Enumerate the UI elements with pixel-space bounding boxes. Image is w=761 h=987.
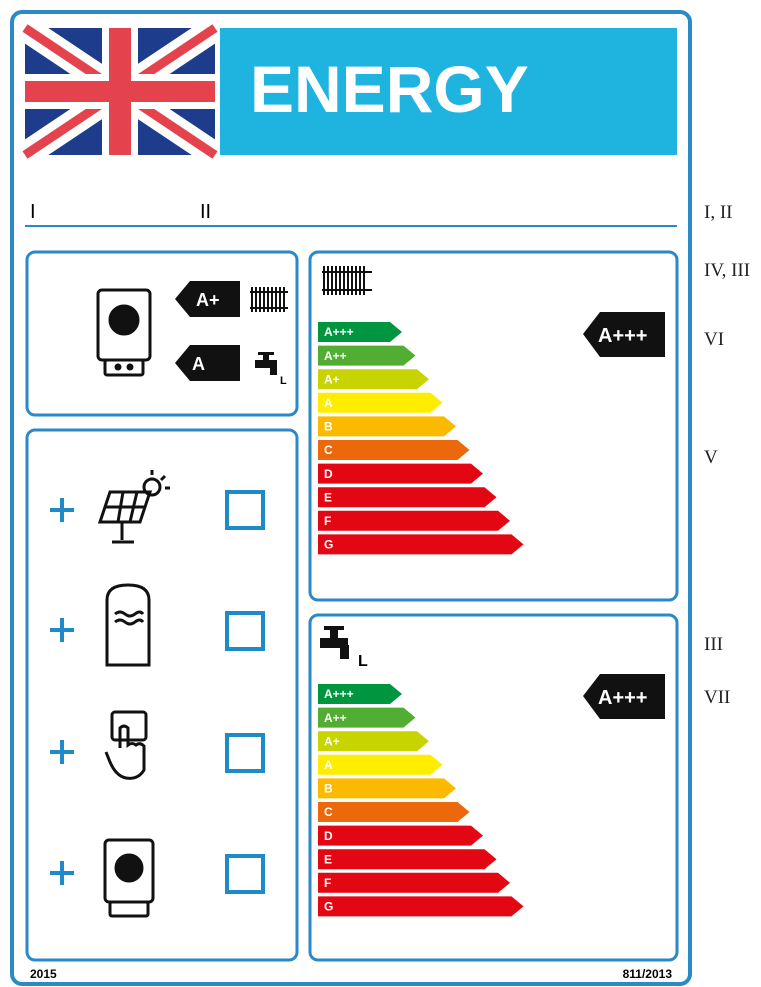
class-bar (318, 731, 429, 752)
boiler-icon (103, 838, 155, 918)
boiler-icon (96, 288, 152, 377)
class-label: A+ (324, 734, 340, 748)
footer-regulation: 811/2013 (623, 967, 673, 981)
annotation: I, II (704, 202, 732, 223)
class-label: E (324, 852, 332, 866)
class-label: A+++ (324, 325, 354, 339)
class-label: A++ (324, 349, 347, 363)
rating-arrow (583, 674, 665, 719)
class-bar (318, 416, 456, 437)
tap-icon (320, 626, 349, 659)
class-label: C (324, 805, 333, 819)
class-bar (318, 510, 510, 531)
class-label: D (324, 467, 333, 481)
footer-year: 2015 (30, 967, 57, 981)
class-arrow (175, 281, 240, 317)
class-arrow (175, 345, 240, 381)
class-bar (318, 392, 443, 413)
class-bar (318, 463, 483, 484)
rating-arrow (583, 312, 665, 357)
class-label: A (192, 354, 205, 374)
class-label: A+++ (324, 687, 354, 701)
field-label: II (200, 201, 211, 223)
water-box (308, 613, 679, 962)
profile-label: L (280, 375, 287, 387)
class-bar (318, 440, 470, 460)
class-bar (318, 707, 416, 728)
class-bar (318, 754, 443, 775)
class-label: D (324, 829, 333, 843)
control-icon (104, 710, 148, 780)
class-bar (318, 872, 510, 893)
class-bar (318, 684, 402, 704)
class-label: A (324, 758, 333, 772)
annotation: III (704, 634, 723, 655)
title: ENERGY (250, 52, 529, 126)
class-label: E (324, 490, 332, 504)
class-bar (318, 825, 483, 846)
rating-label: A+++ (598, 325, 647, 347)
class-label: A+ (196, 290, 220, 310)
heating-box (308, 250, 679, 602)
components-box (25, 428, 299, 962)
package-box (25, 250, 299, 417)
class-label: A (324, 396, 333, 410)
tank-icon (105, 583, 151, 667)
class-label: B (324, 420, 333, 434)
rating-label: A+++ (598, 687, 647, 709)
class-bar (318, 487, 497, 508)
annotation: VI (704, 329, 724, 350)
radiator-icon (250, 287, 288, 312)
class-bar (318, 534, 524, 555)
profile-label: L (358, 653, 368, 670)
class-label: A+ (324, 372, 340, 386)
class-label: F (324, 514, 331, 528)
field-label: I (30, 201, 36, 223)
class-label: A++ (324, 711, 347, 725)
components (50, 490, 265, 894)
uk-flag (17, 17, 223, 166)
class-label: G (324, 538, 333, 552)
annotation: V (704, 447, 718, 468)
radiator-icon (322, 266, 372, 295)
class-label: B (324, 782, 333, 796)
energy-banner (220, 28, 677, 155)
class-label: G (324, 900, 333, 914)
annotation: IV, III (704, 260, 750, 281)
tap-icon (255, 352, 277, 375)
solar-icon (97, 470, 170, 544)
class-label: C (324, 443, 333, 457)
class-bar (318, 345, 416, 366)
class-bar (318, 369, 429, 390)
class-bar (318, 896, 524, 917)
class-bar (318, 849, 497, 870)
class-label: F (324, 876, 331, 890)
class-bar (318, 778, 456, 799)
class-bar (318, 802, 470, 822)
annotation: VII (704, 687, 730, 708)
class-bar (318, 322, 402, 342)
